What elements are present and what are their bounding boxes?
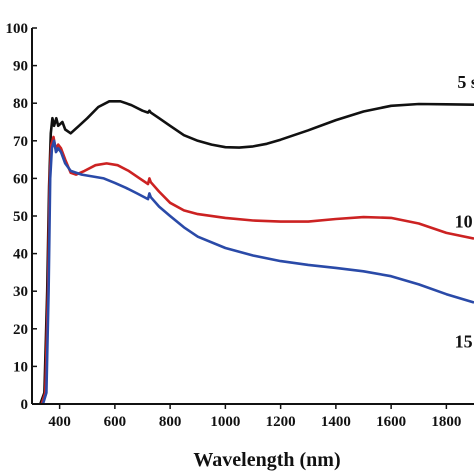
y-tick-label: 0 <box>21 397 29 413</box>
x-tick-label: 400 <box>48 414 71 430</box>
y-tick-label: 90 <box>13 59 28 75</box>
x-axis-ticks: 400 600 800 1000 1200 1400 1600 1800 <box>48 404 461 430</box>
y-tick-label: 30 <box>13 284 28 300</box>
x-tick-label: 1200 <box>266 414 296 430</box>
series-label-1: 5 s <box>457 72 474 92</box>
series-line-1 <box>39 100 474 404</box>
x-axis-title: Wavelength (nm) <box>193 449 340 471</box>
series-label-3: 15 s <box>455 332 474 352</box>
series-label-2: 10 s <box>455 211 474 231</box>
series-labels: 5 s 10 s 15 s <box>455 72 474 351</box>
y-tick-label: 10 <box>13 359 28 375</box>
y-tick-label: 20 <box>13 322 28 338</box>
series-line-3 <box>41 139 474 404</box>
x-tick-label: 1600 <box>376 414 406 430</box>
series-line-2 <box>40 135 474 404</box>
y-tick-label: 60 <box>13 171 28 187</box>
series-lines <box>39 100 474 404</box>
x-tick-label: 1800 <box>431 414 461 430</box>
x-tick-label: 800 <box>159 414 182 430</box>
y-tick-label: 40 <box>13 247 28 263</box>
y-tick-label: 100 <box>6 21 29 37</box>
y-tick-label: 80 <box>13 96 28 112</box>
x-tick-label: 1400 <box>321 414 351 430</box>
x-tick-label: 1000 <box>210 414 240 430</box>
y-tick-label: 70 <box>13 134 28 150</box>
x-tick-label: 600 <box>104 414 127 430</box>
y-tick-label: 50 <box>13 209 28 225</box>
